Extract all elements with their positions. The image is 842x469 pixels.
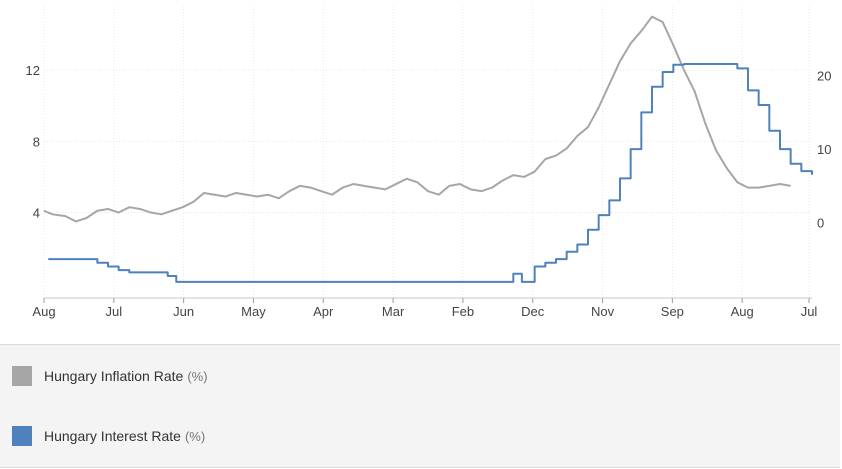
x-tick-label: Sep xyxy=(661,304,684,319)
chart-area: 4 8 12 0 10 20 Aug Jul Jun May Apr Mar Feb Dec Nov Sep A… xyxy=(26,6,831,319)
x-tick-label: Aug xyxy=(731,304,754,319)
legend-item-inflation[interactable]: Hungary Inflation Rate (%) xyxy=(12,366,208,386)
legend-swatch-inflation xyxy=(12,366,32,386)
x-tick-label: Jun xyxy=(173,304,194,319)
x-tick-label: Jul xyxy=(801,304,818,319)
legend: Hungary Inflation Rate (%) Hungary Inter… xyxy=(0,344,840,468)
x-tick-label: Dec xyxy=(521,304,545,319)
x-tick-label: Mar xyxy=(382,304,405,319)
x-tick-label: Apr xyxy=(313,304,334,319)
x-tick-label: Aug xyxy=(32,304,55,319)
x-tick-label: Jul xyxy=(106,304,123,319)
x-tick-label: Feb xyxy=(452,304,474,319)
x-tick-label: Nov xyxy=(591,304,615,319)
y-right-tick-label: 10 xyxy=(817,142,831,157)
legend-item-interest[interactable]: Hungary Interest Rate (%) xyxy=(12,426,205,446)
series-line-interest xyxy=(48,62,813,283)
y-left-tick-label: 4 xyxy=(33,206,40,221)
legend-unit-inflation: (%) xyxy=(187,368,208,384)
legend-label-interest: Hungary Interest Rate xyxy=(44,428,181,444)
legend-unit-interest: (%) xyxy=(184,428,206,444)
series-line-inflation xyxy=(43,15,791,223)
y-left-tick-label: 12 xyxy=(26,63,40,78)
line-chart: 4 8 12 0 10 20 Aug Jul Jun May Apr Mar Feb Dec Nov Sep A… xyxy=(26,6,831,319)
legend-swatch-interest xyxy=(12,426,32,446)
legend-label-inflation: Hungary Inflation Rate xyxy=(44,368,184,384)
y-right-tick-label: 0 xyxy=(817,215,824,230)
x-tick-label: May xyxy=(241,304,266,319)
y-right-tick-label: 20 xyxy=(817,69,831,84)
y-left-tick-label: 8 xyxy=(33,134,40,149)
